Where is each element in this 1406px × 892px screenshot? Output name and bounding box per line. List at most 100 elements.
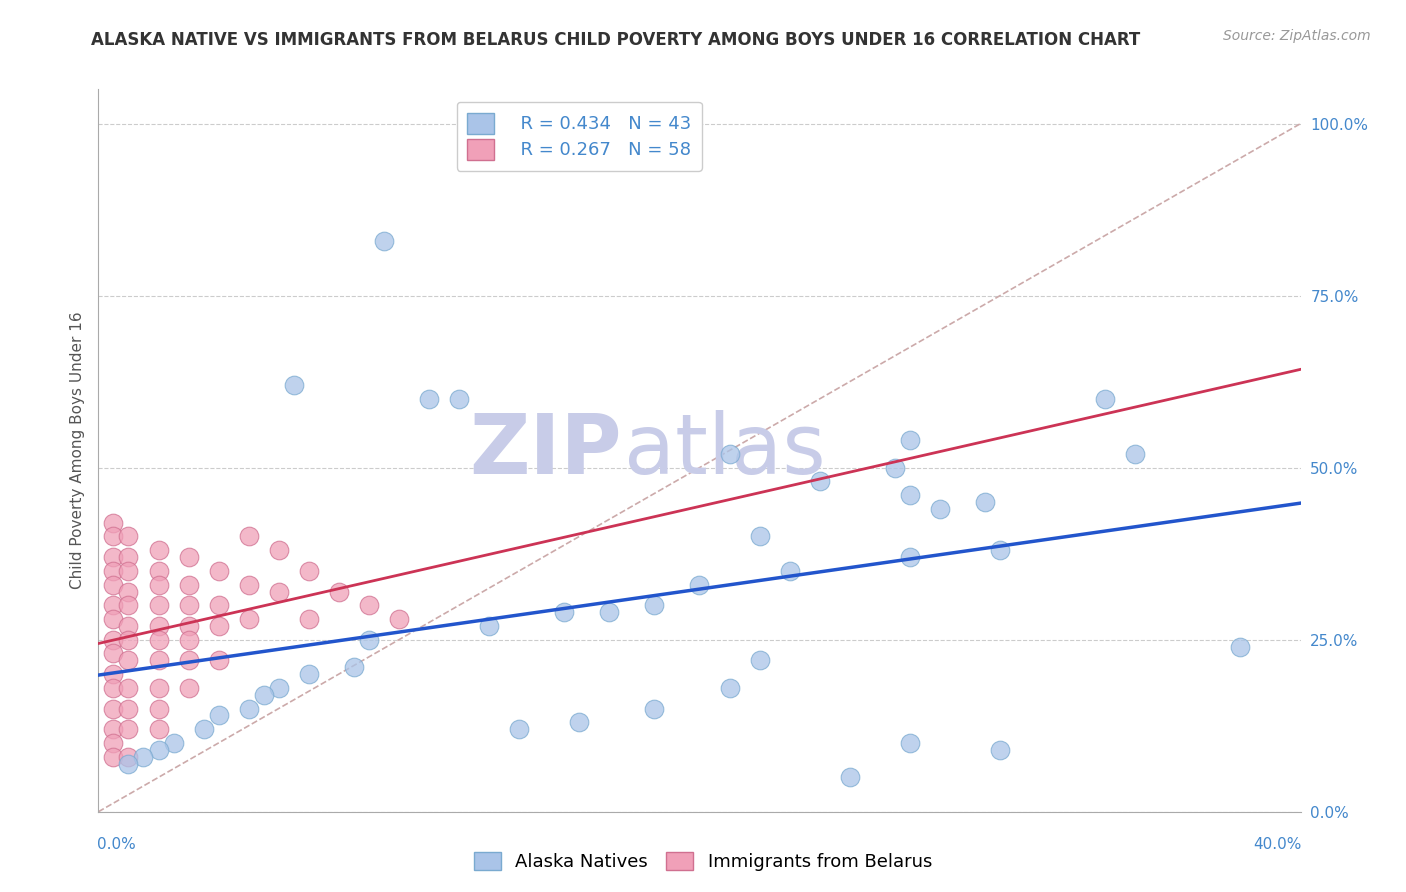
Point: [208, 708, 231, 723]
Point: [117, 564, 139, 578]
Point: [117, 529, 139, 543]
Point: [177, 681, 200, 695]
Point: [298, 612, 321, 626]
Point: [177, 632, 200, 647]
Point: [898, 488, 921, 502]
Point: [103, 667, 125, 681]
Text: Source: ZipAtlas.com: Source: ZipAtlas.com: [1223, 29, 1371, 43]
Point: [117, 599, 139, 613]
Point: [208, 619, 231, 633]
Point: [898, 736, 921, 750]
Text: ALASKA NATIVE VS IMMIGRANTS FROM BELARUS CHILD POVERTY AMONG BOYS UNDER 16 CORRE: ALASKA NATIVE VS IMMIGRANTS FROM BELARUS…: [91, 31, 1140, 49]
Point: [177, 550, 200, 565]
Point: [643, 599, 665, 613]
Point: [283, 378, 305, 392]
Point: [103, 647, 125, 661]
Point: [688, 577, 710, 591]
Point: [103, 736, 125, 750]
Point: [148, 701, 170, 715]
Point: [117, 632, 139, 647]
Point: [103, 564, 125, 578]
Point: [328, 584, 350, 599]
Point: [103, 701, 125, 715]
Point: [267, 681, 290, 695]
Legend:   R = 0.434   N = 43,   R = 0.267   N = 58: R = 0.434 N = 43, R = 0.267 N = 58: [457, 102, 702, 170]
Point: [177, 599, 200, 613]
Point: [148, 681, 170, 695]
Point: [238, 529, 260, 543]
Point: [177, 653, 200, 667]
Point: [193, 722, 215, 736]
Point: [103, 681, 125, 695]
Point: [103, 749, 125, 764]
Point: [298, 564, 321, 578]
Point: [103, 529, 125, 543]
Point: [553, 605, 575, 619]
Point: [343, 660, 366, 674]
Point: [148, 619, 170, 633]
Point: [103, 577, 125, 591]
Point: [298, 667, 321, 681]
Text: ZIP: ZIP: [468, 410, 621, 491]
Point: [117, 619, 139, 633]
Point: [1123, 447, 1146, 461]
Point: [117, 701, 139, 715]
Point: [748, 653, 770, 667]
Text: atlas: atlas: [624, 410, 825, 491]
Point: [447, 392, 470, 406]
Point: [117, 681, 139, 695]
Point: [238, 577, 260, 591]
Point: [598, 605, 620, 619]
Text: 40.0%: 40.0%: [1253, 837, 1302, 852]
Point: [974, 495, 997, 509]
Point: [418, 392, 440, 406]
Point: [1094, 392, 1116, 406]
Point: [238, 612, 260, 626]
Point: [103, 516, 125, 530]
Point: [208, 599, 231, 613]
Point: [898, 550, 921, 565]
Point: [103, 612, 125, 626]
Point: [103, 632, 125, 647]
Point: [117, 653, 139, 667]
Point: [148, 564, 170, 578]
Point: [748, 529, 770, 543]
Text: 0.0%: 0.0%: [97, 837, 136, 852]
Point: [838, 770, 860, 784]
Point: [988, 743, 1011, 757]
Point: [898, 433, 921, 447]
Point: [988, 543, 1011, 558]
Point: [117, 722, 139, 736]
Point: [388, 612, 411, 626]
Point: [117, 584, 139, 599]
Point: [148, 722, 170, 736]
Point: [718, 447, 741, 461]
Point: [883, 460, 905, 475]
Legend: Alaska Natives, Immigrants from Belarus: Alaska Natives, Immigrants from Belarus: [467, 845, 939, 879]
Point: [148, 577, 170, 591]
Point: [117, 756, 139, 771]
Point: [267, 584, 290, 599]
Point: [208, 653, 231, 667]
Point: [373, 234, 395, 248]
Point: [1229, 640, 1251, 654]
Point: [508, 722, 530, 736]
Point: [568, 715, 591, 730]
Point: [148, 599, 170, 613]
Point: [177, 577, 200, 591]
Y-axis label: Child Poverty Among Boys Under 16: Child Poverty Among Boys Under 16: [69, 311, 84, 590]
Point: [357, 599, 380, 613]
Point: [103, 550, 125, 565]
Point: [148, 743, 170, 757]
Point: [103, 599, 125, 613]
Point: [808, 475, 831, 489]
Point: [779, 564, 801, 578]
Point: [267, 543, 290, 558]
Point: [177, 619, 200, 633]
Point: [929, 502, 952, 516]
Point: [643, 701, 665, 715]
Point: [117, 550, 139, 565]
Point: [238, 701, 260, 715]
Point: [117, 749, 139, 764]
Point: [148, 543, 170, 558]
